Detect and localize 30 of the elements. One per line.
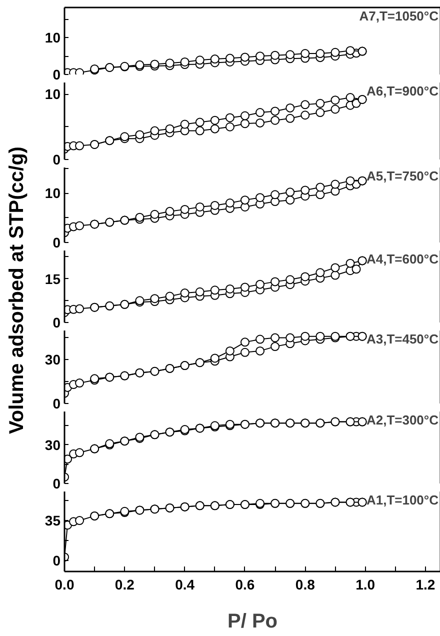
- y-tick-label: 0: [52, 476, 61, 492]
- y-tick-label: 0: [52, 152, 61, 168]
- y-tick-label: 30: [44, 352, 61, 368]
- y-tick-label: 0: [52, 552, 61, 569]
- annotation: A5,T=750°C: [366, 168, 440, 184]
- y-tick-label: 0: [52, 234, 61, 250]
- y-tick-label: 0: [52, 66, 61, 82]
- y-axis-title: Volume adsorbed at STP(cc/g): [5, 146, 29, 434]
- x-tick-label: 0.2: [114, 576, 135, 592]
- x-tick-label: 1.0: [356, 576, 376, 592]
- x-tick-label: 0.0: [54, 576, 74, 592]
- y-tick-label: 15: [44, 270, 61, 287]
- y-tick-label: 0: [52, 314, 61, 330]
- y-tick-label: 35: [44, 512, 61, 529]
- y-tick-label: 10: [44, 185, 61, 202]
- y-tick-label: 10: [44, 86, 61, 102]
- annotation: A4,T=600°C: [366, 252, 440, 266]
- x-tick-label: 0.6: [235, 576, 255, 592]
- y-tick-label: 10: [44, 30, 61, 46]
- x-tick-label: 0.4: [175, 576, 195, 592]
- annotation: A3,T=450°C: [366, 332, 440, 346]
- y-tick-label: 0: [52, 396, 61, 412]
- annotation: A7,T=1050°C: [359, 8, 440, 24]
- x-tick-label: 0.8: [295, 576, 316, 592]
- y-tick-label: 30: [44, 436, 61, 453]
- annotation: A1,T=100°C: [366, 492, 440, 508]
- annotation: A6,T=900°C: [366, 84, 440, 98]
- x-tick-label: 1.2: [416, 576, 436, 592]
- x-axis-title: P/ Po: [227, 610, 278, 632]
- annotation: A2,T=300°C: [366, 412, 440, 428]
